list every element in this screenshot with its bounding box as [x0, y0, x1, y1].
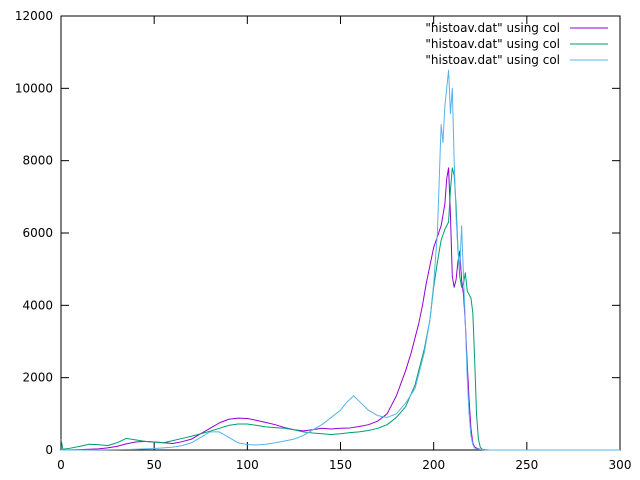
legend: "histoav.dat" using col "histoav.dat" usi…	[425, 21, 608, 67]
x-tick-label: 50	[147, 458, 162, 472]
y-tick-label: 4000	[22, 298, 53, 312]
series-line-1	[60, 167, 620, 451]
series-line-3	[61, 69, 620, 451]
y-tick-label: 10000	[15, 81, 53, 95]
legend-label: "histoav.dat" using col	[425, 21, 560, 35]
x-tick-label: 250	[515, 458, 538, 472]
x-tick-label: 150	[329, 458, 352, 472]
y-tick-label: 12000	[15, 9, 53, 23]
y-tick-label: 0	[45, 443, 53, 457]
x-tick-label: 200	[422, 458, 445, 472]
x-tick-label: 0	[57, 458, 65, 472]
axes: 0 50 100 150 200 250 300 0 2000 4000 6000 8000 10000…	[15, 9, 632, 472]
y-tick-label: 6000	[22, 226, 53, 240]
series-group	[60, 69, 620, 451]
x-tick-label: 100	[236, 458, 259, 472]
y-tick-label: 8000	[22, 154, 53, 168]
x-tick-label: 300	[609, 458, 632, 472]
plot-border	[60, 15, 621, 451]
series-line-2	[60, 167, 620, 451]
legend-label: "histoav.dat" using col	[425, 53, 560, 67]
legend-label: "histoav.dat" using col	[425, 37, 560, 51]
y-tick-label: 2000	[22, 371, 53, 385]
